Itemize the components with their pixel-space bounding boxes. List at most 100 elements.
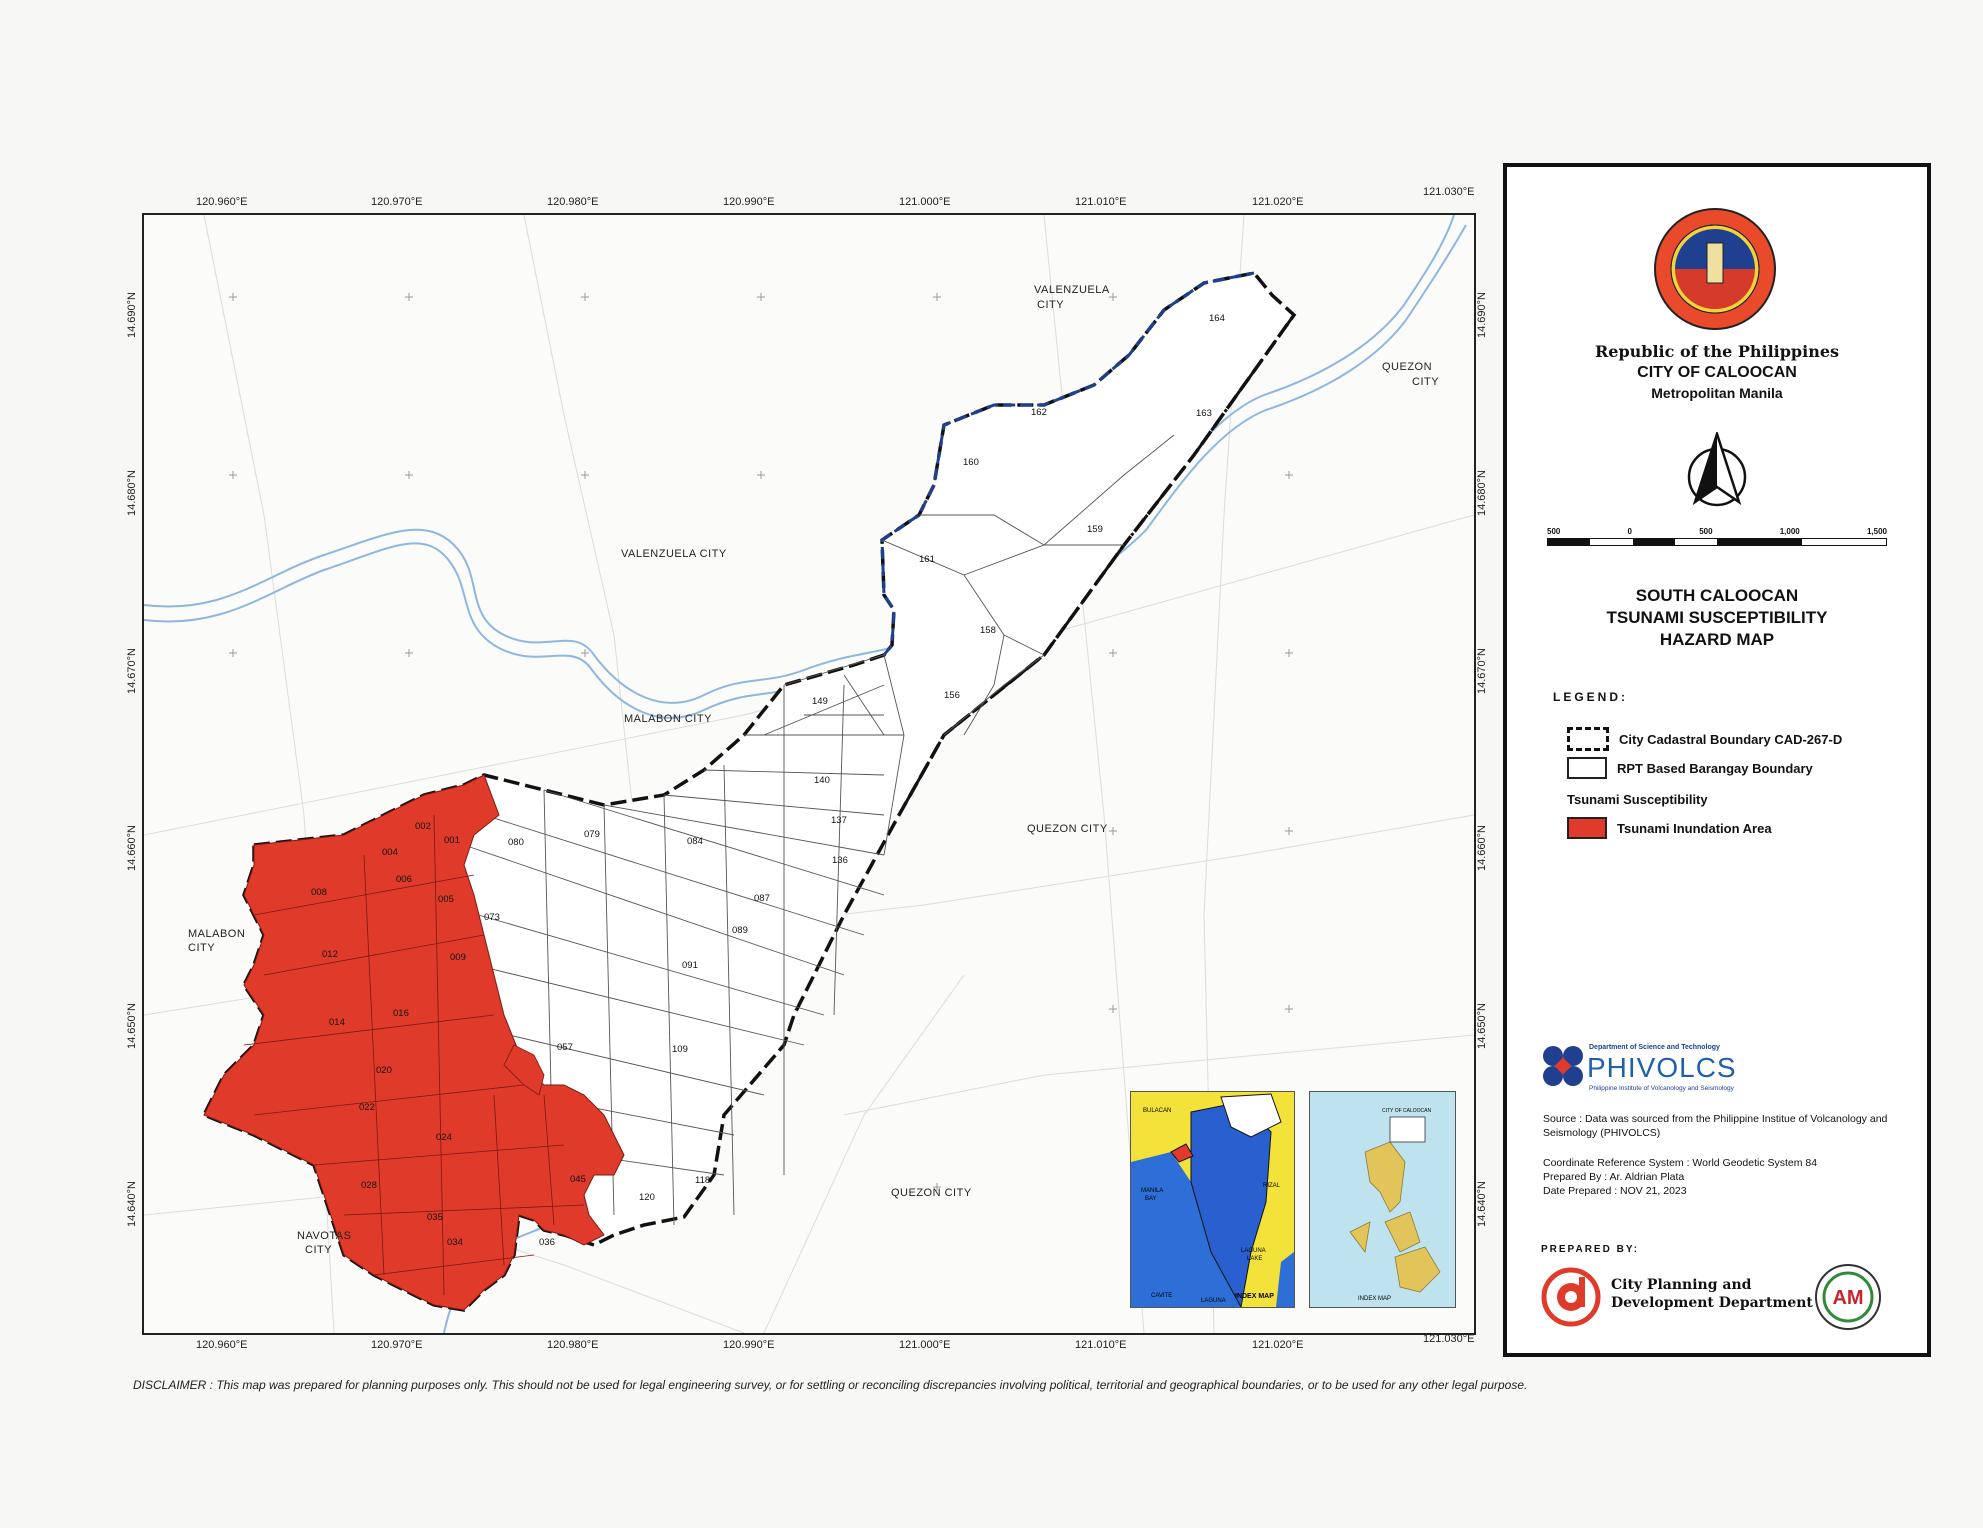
barangay-label: 006 [396, 874, 412, 885]
coord-right-2: 14.680°N [1476, 470, 1488, 516]
barangay-label: 079 [584, 829, 600, 840]
inundation-area [203, 774, 625, 1311]
coord-left-4: 14.660°N [126, 825, 138, 871]
coord-left-1: 14.690°N [126, 292, 138, 338]
label-valenzuela-top-2: CITY [1037, 299, 1064, 311]
barangay-label: 014 [329, 1017, 345, 1028]
barangay-label: 020 [376, 1065, 392, 1076]
phivolcs-name: PHIVOLCS [1587, 1052, 1737, 1083]
barangay-label: 162 [1031, 407, 1047, 418]
inset-label: RIZAL [1263, 1183, 1281, 1189]
scale-label: 500 [1547, 527, 1561, 536]
east-boundary-line [897, 314, 1296, 816]
label-quezon-mid: QUEZON CITY [1027, 823, 1108, 835]
barangay-label: 080 [508, 837, 524, 848]
legend-label: Tsunami Inundation Area [1617, 820, 1772, 836]
barangay-label: 140 [814, 775, 830, 786]
barangay-label: 087 [754, 893, 770, 904]
scale-bar: 500 0 500 1,000 1,500 [1547, 527, 1887, 546]
coord-bottom-5: 121.000°E [899, 1339, 951, 1351]
barangay-label: 161 [919, 554, 935, 565]
legend-swatch-dashed [1567, 727, 1609, 751]
south-barangay-labels: 001 002 004 005 006 008 009 012 014 016 … [311, 690, 960, 1248]
city-title: CITY OF CALOOCAN [1637, 364, 1797, 381]
barangay-label: 160 [963, 457, 979, 468]
date-prepared: Date Prepared : NOV 21, 2023 [1543, 1185, 1687, 1197]
barangay-label: 156 [944, 690, 960, 701]
barangay-label: 016 [393, 1008, 409, 1019]
barangay-label: 034 [447, 1237, 463, 1248]
index-map-metro-manila-graphic: BULACAN MANILA BAY RIZAL LAGUNA LAKE CAV… [1131, 1093, 1294, 1307]
inset-label: LAKE [1247, 1256, 1262, 1262]
source-line-2: Seismology (PHIVOLCS) [1543, 1127, 1661, 1139]
disclaimer: DISCLAIMER : This map was prepared for p… [133, 1378, 1528, 1392]
barangay-label: 035 [427, 1212, 443, 1223]
index-map-philippines: CITY OF CALOOCAN INDEX MAP [1309, 1091, 1456, 1308]
barangay-label: 004 [382, 847, 398, 858]
am-logo-text: AM [1832, 1287, 1863, 1309]
coord-top-3: 120.980°E [547, 196, 599, 208]
legend-item-inundation: Tsunami Inundation Area [1567, 817, 1772, 839]
inset-label: LAGUNA [1201, 1298, 1226, 1304]
label-navotas-2: CITY [305, 1244, 332, 1256]
coord-bottom-1: 120.960°E [196, 1339, 248, 1351]
coord-top-1: 120.960°E [196, 196, 248, 208]
am-logo-icon: AM [1815, 1264, 1881, 1330]
inundation-spur [503, 1044, 545, 1096]
label-quezon-bottom: QUEZON CITY [891, 1187, 972, 1199]
legend-item-barangay: RPT Based Barangay Boundary [1567, 757, 1813, 779]
inset-label: CAVITE [1151, 1293, 1172, 1299]
index-map-philippines-graphic: CITY OF CALOOCAN INDEX MAP [1349, 1108, 1441, 1302]
label-navotas: NAVOTAS [297, 1230, 351, 1242]
barangay-label: 137 [831, 815, 847, 826]
barangay-label: 109 [672, 1044, 688, 1055]
scale-label: 0 [1627, 527, 1632, 536]
legend-subheading: Tsunami Susceptibility [1567, 792, 1708, 807]
coord-top-2: 120.970°E [371, 196, 423, 208]
legend-item-cadastral: City Cadastral Boundary CAD-267-D [1567, 727, 1842, 751]
north-arrow-icon [1687, 432, 1747, 507]
coord-right-1: 14.690°N [1476, 292, 1488, 338]
inset-title: INDEX MAP [1235, 1293, 1274, 1300]
coord-left-3: 14.670°N [126, 648, 138, 694]
coord-left-5: 14.650°N [126, 1003, 138, 1049]
coord-bottom-4: 120.990°E [723, 1339, 775, 1351]
prepared-by-person: Prepared By : Ar. Aldrian Plata [1543, 1171, 1685, 1183]
phivolcs-dept: Department of Science and Technology [1589, 1044, 1720, 1051]
region-title: Metropolitan Manila [1651, 385, 1783, 401]
inset-label: CITY OF CALOOCAN [1382, 1108, 1431, 1114]
coord-bottom-2: 120.970°E [371, 1339, 423, 1351]
inset-label: LAGUNA [1241, 1248, 1266, 1254]
barangay-boundaries [423, 434, 1175, 1226]
barangay-label: 028 [361, 1180, 377, 1191]
hazard-map: VALENZUELA CITY QUEZON CITY VALENZUELA C… [144, 215, 1474, 1333]
label-quezon-top-2: CITY [1412, 376, 1439, 388]
index-map-metro-manila: BULACAN MANILA BAY RIZAL LAGUNA LAKE CAV… [1130, 1091, 1295, 1308]
legend-heading: LEGEND: [1553, 690, 1628, 704]
barangay-label: 084 [687, 836, 703, 847]
legend-swatch-red [1567, 817, 1607, 839]
barangay-label: 089 [732, 925, 748, 936]
label-valenzuela-mid: VALENZUELA CITY [621, 548, 727, 560]
coord-bottom-8: 121.030°E [1423, 1333, 1475, 1345]
coord-top-5: 121.000°E [899, 196, 951, 208]
barangay-label: 163 [1196, 408, 1212, 419]
barangay-label: 024 [436, 1132, 452, 1143]
coord-bottom-7: 121.020°E [1252, 1339, 1304, 1351]
coord-bottom-3: 120.980°E [547, 1339, 599, 1351]
barangay-label: 159 [1087, 524, 1103, 535]
coord-top-8: 121.030°E [1423, 186, 1475, 198]
scale-label: 1,000 [1779, 527, 1800, 536]
coord-right-5: 14.650°N [1476, 1003, 1488, 1049]
legend-swatch-outline [1567, 757, 1607, 779]
barangay-label: 001 [444, 835, 460, 846]
barangay-label: 005 [438, 894, 454, 905]
phivolcs-sub: Philippine Institute of Volcanology and … [1589, 1085, 1734, 1092]
barangay-label: 091 [682, 960, 698, 971]
map-title-line: SOUTH CALOOCAN [1635, 586, 1799, 605]
label-malabon-left: MALABON [188, 928, 245, 940]
inset-title: INDEX MAP [1358, 1296, 1391, 1302]
info-panel: Republic of the Philippines CITY OF CALO… [1503, 163, 1931, 1357]
coord-right-4: 14.660°N [1476, 825, 1488, 871]
phivolcs-logo-icon [1543, 1046, 1583, 1086]
